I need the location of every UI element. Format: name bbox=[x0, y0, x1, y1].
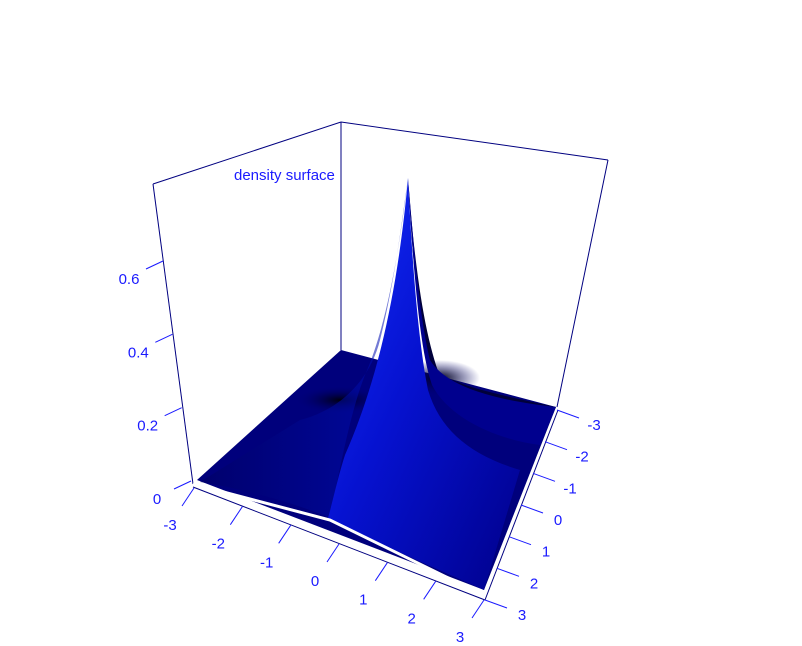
box-edge bbox=[340, 121, 609, 161]
y-tick-label: 0 bbox=[554, 512, 562, 529]
y-tick bbox=[532, 472, 556, 482]
box-edge bbox=[152, 183, 194, 485]
y-tick bbox=[496, 567, 520, 577]
surface-left-face bbox=[200, 178, 408, 518]
y-tick bbox=[520, 504, 544, 514]
y-tick-label: 3 bbox=[518, 607, 526, 624]
x-tick-label: 1 bbox=[359, 592, 367, 609]
y-tick bbox=[544, 441, 568, 451]
box-edge bbox=[556, 159, 609, 408]
x-tick bbox=[278, 525, 292, 544]
y-tick bbox=[484, 599, 508, 609]
z-tick-label: 0.4 bbox=[128, 344, 149, 361]
y-tick-label: 2 bbox=[530, 575, 538, 592]
surface-right-rim bbox=[483, 408, 560, 597]
x-tick bbox=[423, 581, 437, 600]
box-edge bbox=[192, 486, 486, 601]
y-tick bbox=[556, 409, 580, 419]
chart-title: density surface bbox=[234, 167, 335, 184]
y-tick bbox=[508, 536, 532, 546]
z-tick-label: 0.2 bbox=[137, 418, 158, 435]
z-tick bbox=[173, 480, 192, 490]
x-tick-label: 3 bbox=[456, 629, 464, 646]
y-tick-label: -3 bbox=[587, 417, 600, 434]
box-edge bbox=[152, 121, 342, 185]
z-tick-label: 0.6 bbox=[119, 271, 140, 288]
x-tick-label: -3 bbox=[163, 517, 176, 534]
z-tick bbox=[145, 260, 164, 270]
surface-spike-right bbox=[408, 178, 556, 445]
bounding-box bbox=[152, 121, 609, 485]
x-tick bbox=[229, 506, 243, 525]
x-tick bbox=[181, 487, 195, 507]
z-tick bbox=[155, 333, 173, 343]
x-tick-label: 2 bbox=[407, 610, 415, 627]
y-tick-label: -2 bbox=[575, 449, 588, 466]
surface-front-rim bbox=[192, 482, 486, 598]
surface-spike-front bbox=[328, 178, 520, 590]
x-tick bbox=[471, 599, 485, 619]
surface-shadow-left bbox=[295, 386, 385, 414]
surface bbox=[192, 178, 560, 598]
x-tick-label: -1 bbox=[260, 554, 273, 571]
x-tick bbox=[374, 562, 388, 581]
y-tick-label: -1 bbox=[563, 480, 576, 497]
x-tick bbox=[326, 543, 340, 563]
z-tick-label: 0 bbox=[153, 491, 161, 508]
x-tick-label: 0 bbox=[311, 573, 319, 590]
x-tick-label: -2 bbox=[212, 536, 225, 553]
z-tick bbox=[164, 407, 182, 417]
y-tick-label: 1 bbox=[542, 544, 550, 561]
